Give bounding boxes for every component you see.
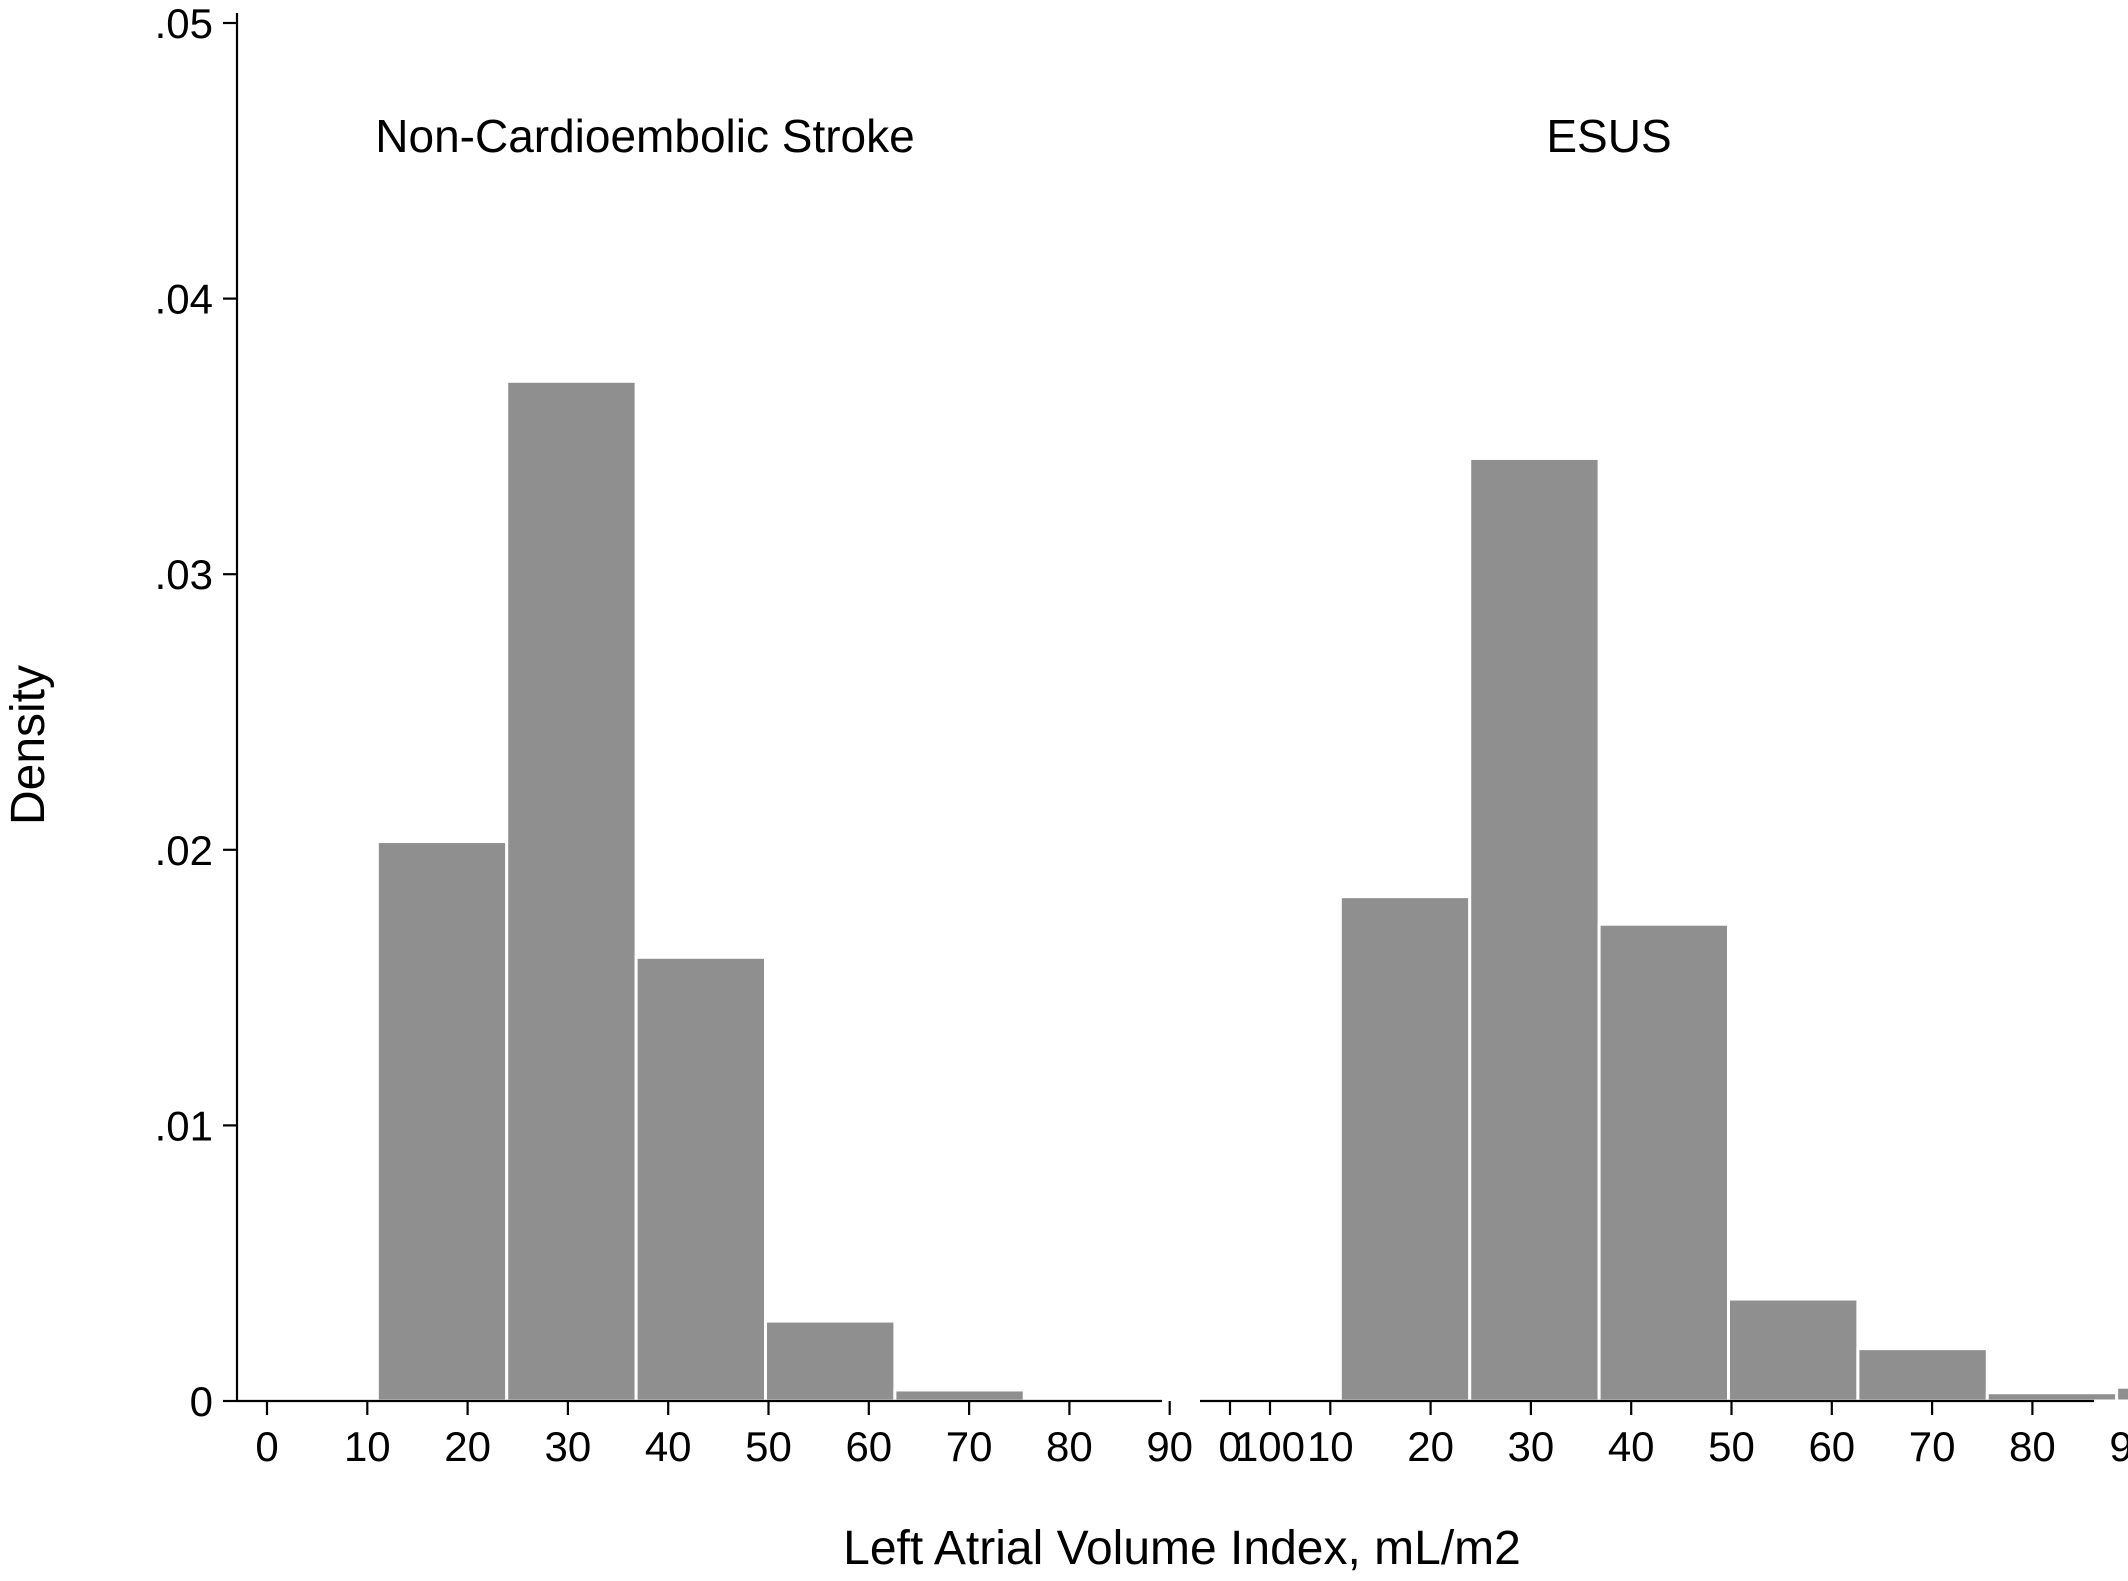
histogram-bar: [893, 1388, 1026, 1403]
y-tick-label: .01: [155, 1102, 213, 1149]
histogram-bar: [1597, 922, 1730, 1403]
y-tick-label: 0: [190, 1378, 213, 1425]
histogram-bar: [763, 1319, 897, 1403]
x-tick-label: 30: [545, 1423, 592, 1470]
panel-1: Non-Cardioembolic Stroke 0 10 20 30 40 50 60 70 8…: [237, 110, 1305, 1470]
y-tick-label: .02: [155, 827, 213, 874]
histogram-bar: [1985, 1391, 2119, 1403]
x-tick-label: 10: [1307, 1423, 1354, 1470]
histogram-bar: [1468, 456, 1601, 1403]
histogram-bar: [1856, 1347, 1989, 1403]
y-axis: 0 .01 .02 .03 .04 .05: [155, 0, 239, 1425]
histogram-bar: [1726, 1297, 1860, 1403]
panel-title: Non-Cardioembolic Stroke: [375, 110, 914, 162]
x-tick-label: 20: [444, 1423, 491, 1470]
x-tick-label: 80: [1046, 1423, 1093, 1470]
panels: Non-Cardioembolic Stroke 0 10 20 30 40 50 60 70 8…: [237, 110, 2128, 1470]
x-tick-label: 40: [645, 1423, 692, 1470]
x-tick-label: 70: [946, 1423, 993, 1470]
x-tick-label: 50: [745, 1423, 792, 1470]
histogram-bar: [375, 840, 509, 1403]
x-tick-label: 90: [1146, 1423, 1193, 1470]
y-axis-title: Density: [2, 665, 55, 825]
x-tick-label: 30: [1508, 1423, 1555, 1470]
x-tick-label: 70: [1909, 1423, 1956, 1470]
x-tick-label: 60: [1808, 1423, 1855, 1470]
x-tick-label: 10: [344, 1423, 391, 1470]
histogram-bar: [505, 379, 638, 1403]
x-tick-label: 80: [2009, 1423, 2056, 1470]
panel-title: ESUS: [1546, 110, 1671, 162]
x-tick-label: 100: [1235, 1423, 1305, 1470]
histogram-bar: [1338, 895, 1472, 1403]
histogram-bar: [634, 955, 767, 1403]
y-tick-label: .03: [155, 551, 213, 598]
histogram-bar: [2115, 1385, 2128, 1403]
x-tick-label: 50: [1708, 1423, 1755, 1470]
x-tick-label: 20: [1407, 1423, 1454, 1470]
x-tick-label: 0: [1218, 1423, 1241, 1470]
x-axis-title: Left Atrial Volume Index, mL/m2: [843, 1522, 1521, 1575]
x-tick-label: 40: [1608, 1423, 1655, 1470]
x-tick-label: 90: [2109, 1423, 2128, 1470]
y-tick-label: .05: [155, 0, 213, 47]
x-tick-label: 60: [845, 1423, 892, 1470]
y-tick-label: .04: [155, 276, 213, 323]
x-tick-label: 0: [255, 1423, 278, 1470]
panel-2: ESUS 0 10 20 30 40 50 60 70 80 90 100: [1200, 110, 2128, 1470]
